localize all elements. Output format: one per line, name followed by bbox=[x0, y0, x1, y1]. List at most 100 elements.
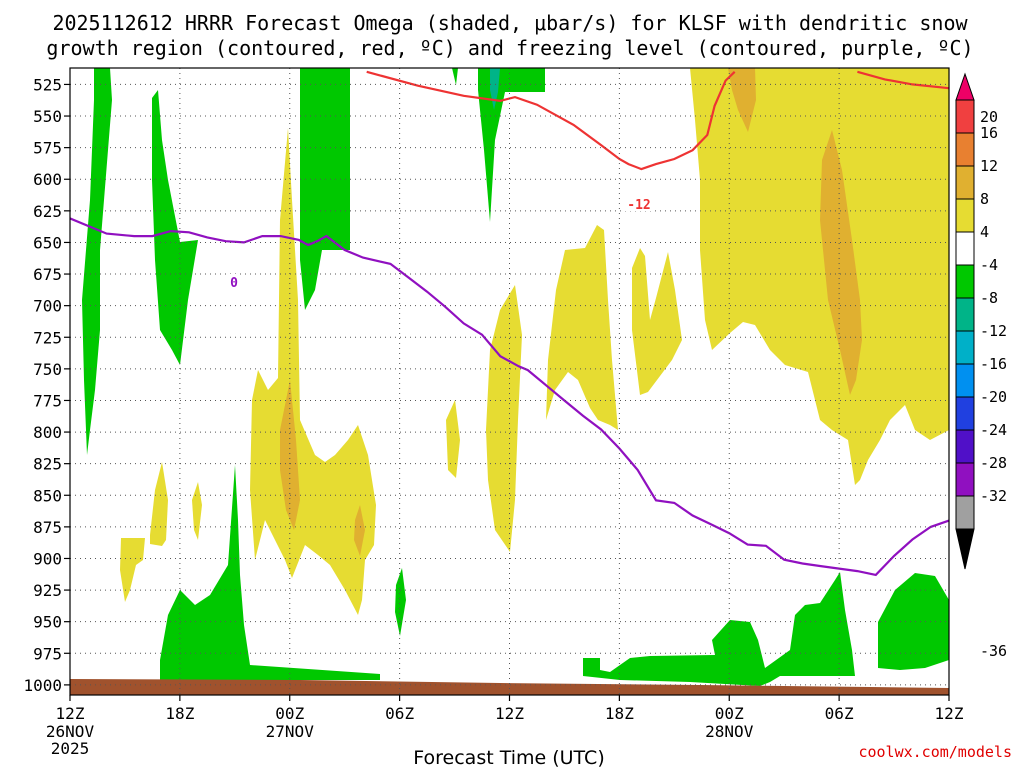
omega-region-green bbox=[395, 568, 406, 636]
omega-region-yellow bbox=[546, 225, 618, 430]
colorbar-label: 20 bbox=[980, 108, 998, 126]
colorbar-label: -36 bbox=[980, 642, 1007, 660]
y-tick-label: 900 bbox=[33, 549, 62, 568]
y-tick-label: 525 bbox=[33, 75, 62, 94]
x-tick-label: 06Z bbox=[825, 704, 854, 723]
y-tick-label: 950 bbox=[33, 613, 62, 632]
omega-region-yellow bbox=[120, 538, 145, 602]
omega-region-gold bbox=[354, 505, 365, 556]
y-tick-label: 725 bbox=[33, 328, 62, 347]
colorbar-label: -20 bbox=[980, 388, 1007, 406]
x-axis-ticks: 12Z 18Z 00Z 06Z 12Z 18Z 00Z 06Z 12Z bbox=[56, 695, 964, 723]
colorbar-swatch bbox=[955, 99, 975, 134]
omega-region-yellow bbox=[690, 68, 949, 485]
x-tick-label: 18Z bbox=[165, 704, 194, 723]
y-tick-label: 675 bbox=[33, 265, 62, 284]
colorbar-label: -32 bbox=[980, 487, 1007, 505]
dendritic-growth-contour-2 bbox=[857, 70, 949, 90]
colorbar-label: -4 bbox=[980, 256, 998, 274]
colorbar-label: -12 bbox=[980, 322, 1007, 340]
y-tick-label: 650 bbox=[33, 233, 62, 252]
y-tick-label: 800 bbox=[33, 423, 62, 442]
y-tick-label: 1000 bbox=[23, 676, 62, 695]
y-axis-ticks: 525 550 575 600 625 650 675 700 725 750 775 800 825 8… bbox=[23, 75, 70, 695]
freezing-level-contour bbox=[70, 217, 949, 577]
omega-region-green bbox=[152, 90, 198, 365]
colorbar-label: 16 bbox=[980, 124, 998, 142]
y-tick-label: 875 bbox=[33, 518, 62, 537]
y-tick-label: 550 bbox=[33, 107, 62, 126]
omega-region-yellow bbox=[192, 482, 202, 540]
y-tick-label: 825 bbox=[33, 455, 62, 474]
colorbar-swatch bbox=[955, 429, 975, 464]
y-tick-label: 625 bbox=[33, 202, 62, 221]
terrain-ground bbox=[70, 679, 949, 695]
chart-title-line1: 2025112612 HRRR Forecast Omega (shaded, … bbox=[52, 11, 968, 35]
colorbar-label: -24 bbox=[980, 421, 1007, 439]
x-date-label: 26NOV bbox=[46, 722, 95, 741]
x-tick-label: 12Z bbox=[935, 704, 964, 723]
x-tick-label: 00Z bbox=[715, 704, 744, 723]
omega-region-green bbox=[300, 68, 350, 310]
omega-region-yellow bbox=[486, 285, 522, 552]
x-tick-label: 12Z bbox=[495, 704, 524, 723]
x-tick-label: 18Z bbox=[605, 704, 634, 723]
omega-region-yellow bbox=[632, 248, 682, 395]
colorbar-swatch bbox=[955, 198, 975, 233]
omega-region-green bbox=[82, 68, 112, 455]
x-date-label: 2025 bbox=[51, 739, 90, 758]
colorbar-swatch bbox=[955, 330, 975, 365]
colorbar-swatch bbox=[955, 165, 975, 200]
y-tick-label: 925 bbox=[33, 581, 62, 600]
omega-region-green bbox=[478, 68, 545, 222]
dendritic-growth-label: -12 bbox=[627, 198, 650, 213]
omega-shading bbox=[70, 68, 949, 695]
chart-title-line2: growth region (contoured, red, ºC) and f… bbox=[46, 36, 973, 60]
omega-region-gold bbox=[280, 380, 300, 530]
y-tick-label: 775 bbox=[33, 391, 62, 410]
x-tick-label: 12Z bbox=[56, 704, 85, 723]
x-tick-label: 00Z bbox=[275, 704, 304, 723]
omega-region-yellow bbox=[150, 462, 168, 546]
omega-region-gold bbox=[820, 130, 862, 395]
omega-region-green bbox=[878, 573, 949, 670]
y-tick-label: 600 bbox=[33, 170, 62, 189]
colorbar-label: -8 bbox=[980, 289, 998, 307]
x-date-label: 27NOV bbox=[266, 722, 315, 741]
colorbar-swatch bbox=[955, 495, 975, 530]
colorbar-swatch bbox=[955, 231, 975, 266]
colorbar-swatch bbox=[955, 462, 975, 497]
omega-region-green bbox=[160, 465, 380, 680]
freezing-level-label: 0 bbox=[230, 276, 238, 291]
omega-region-yellow bbox=[446, 400, 460, 478]
colorbar-swatch bbox=[955, 396, 975, 431]
colorbar-swatch bbox=[955, 363, 975, 398]
dendritic-growth-contour bbox=[366, 70, 736, 171]
colorbar-label: -16 bbox=[980, 355, 1007, 373]
colorbar-swatch bbox=[955, 132, 975, 167]
colorbar-bottom-arrow bbox=[955, 528, 975, 570]
omega-region-yellow bbox=[250, 128, 376, 615]
colorbar-top-arrow bbox=[955, 72, 975, 101]
colorbar-swatch bbox=[955, 264, 975, 299]
colorbar-label: 4 bbox=[980, 223, 989, 241]
colorbar-label: 8 bbox=[980, 190, 989, 208]
colorbar-swatch bbox=[955, 297, 975, 332]
x-tick-label: 06Z bbox=[385, 704, 414, 723]
omega-region-green bbox=[583, 572, 855, 686]
y-tick-label: 975 bbox=[33, 644, 62, 663]
y-tick-label: 700 bbox=[33, 297, 62, 316]
colorbar-label: -28 bbox=[980, 454, 1007, 472]
colorbar-label: 12 bbox=[980, 157, 998, 175]
x-date-label: 28NOV bbox=[705, 722, 754, 741]
omega-region-green bbox=[452, 68, 458, 85]
credit-text: coolwx.com/models bbox=[858, 743, 1012, 761]
y-tick-label: 750 bbox=[33, 360, 62, 379]
contour-labels: 0 -12 bbox=[228, 196, 654, 291]
y-tick-label: 850 bbox=[33, 486, 62, 505]
x-axis-title: Forecast Time (UTC) bbox=[413, 747, 604, 768]
y-tick-label: 575 bbox=[33, 139, 62, 158]
